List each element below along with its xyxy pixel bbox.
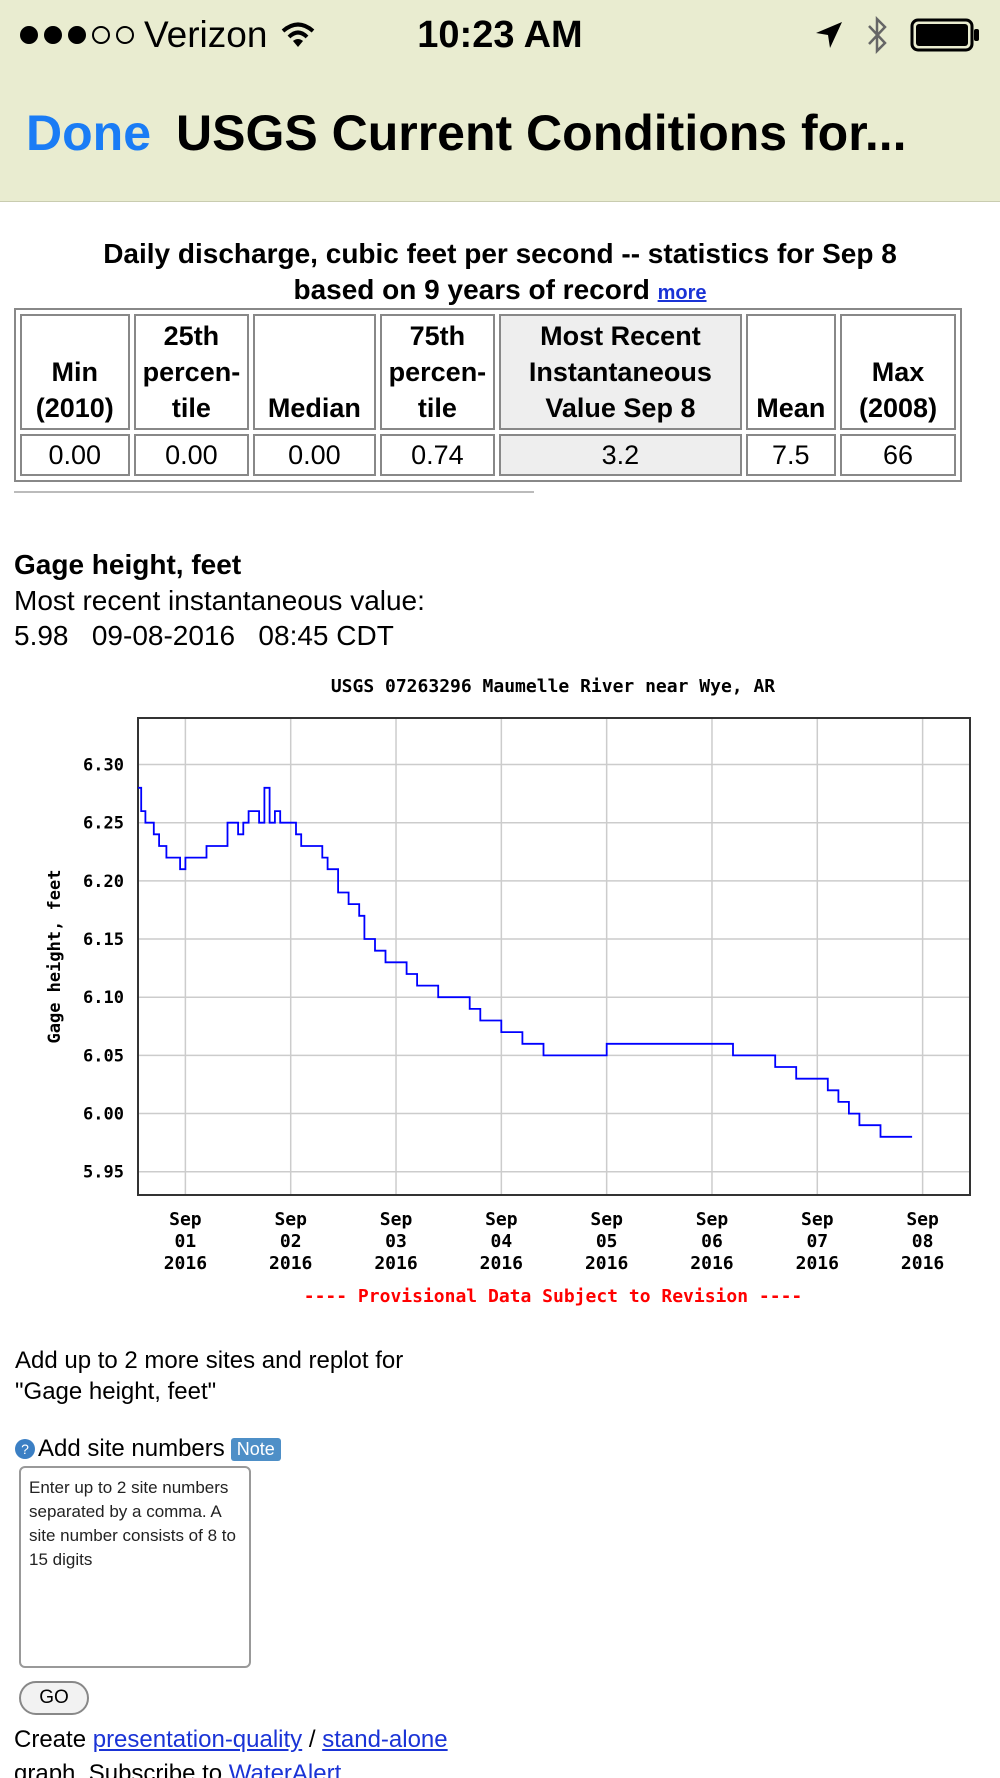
status-bar-left: Verizon <box>20 10 315 60</box>
value-mean: 7.5 <box>745 434 837 476</box>
gage-date: 09-08-2016 <box>91 620 236 651</box>
go-button[interactable]: GO <box>19 1681 89 1715</box>
table-row: 0.00 0.00 0.00 0.74 3.2 7.5 66 <box>20 434 956 476</box>
x-tick-label: Sep <box>485 1209 518 1230</box>
presentation-quality-link[interactable]: presentation-quality <box>92 1726 303 1753</box>
subscribe-text: graph. Subscribe to <box>14 1760 223 1778</box>
help-icon[interactable]: ? <box>15 1439 35 1459</box>
value-most-recent: 3.2 <box>499 434 742 476</box>
add-sites-label: Add site numbers <box>38 1435 225 1462</box>
done-button[interactable]: Done <box>26 105 151 161</box>
x-tick-label: Sep <box>380 1209 413 1230</box>
stats-heading-line2: based on 9 years of record <box>293 274 650 305</box>
header-min: Min (2010) <box>20 314 130 430</box>
status-bar-right <box>814 10 980 60</box>
replot-line1: Add up to 2 more sites and replot for <box>15 1347 404 1374</box>
create-graph-line: Create presentation-quality / stand-alon… <box>14 1726 448 1754</box>
chart-provisional-note: ---- Provisional Data Subject to Revisio… <box>304 1286 803 1307</box>
gage-time: 08:45 CDT <box>258 620 394 651</box>
header-75th-percentile: 75th percen-tile <box>379 314 496 430</box>
more-link[interactable]: more <box>657 282 707 304</box>
x-tick-label: 2016 <box>374 1253 417 1274</box>
x-tick-label: 04 <box>490 1231 512 1252</box>
x-tick-label: Sep <box>696 1209 729 1230</box>
y-axis-label: Gage height, feet <box>45 870 65 1044</box>
signal-strength-icon <box>20 26 134 44</box>
bluetooth-icon <box>868 16 887 54</box>
x-tick-label: 02 <box>280 1231 302 1252</box>
create-label: Create <box>14 1726 87 1753</box>
x-tick-label: 2016 <box>480 1253 523 1274</box>
x-tick-label: Sep <box>801 1209 834 1230</box>
x-tick-label: 2016 <box>796 1253 839 1274</box>
x-tick-label: 2016 <box>585 1253 628 1274</box>
statistics-table: Min (2010) 25th percen-tile Median 75th per… <box>14 308 962 482</box>
x-tick-label: 07 <box>806 1231 828 1252</box>
value-75th-percentile: 0.74 <box>379 434 496 476</box>
wifi-icon <box>282 22 315 47</box>
x-tick-label: 2016 <box>901 1253 944 1274</box>
x-tick-label: Sep <box>169 1209 202 1230</box>
carrier-name: Verizon <box>144 14 268 55</box>
gage-height-chart: USGS 07263296 Maumelle River near Wye, A… <box>45 676 971 1307</box>
navigation-bar: Verizon 10:23 AM Done USGS Current Condi… <box>0 0 1000 202</box>
value-median: 0.00 <box>253 434 376 476</box>
status-time: 10:23 AM <box>417 13 583 56</box>
gage-subtitle: Most recent instantaneous value: <box>14 585 425 616</box>
x-tick-label: 01 <box>175 1231 197 1252</box>
stand-alone-link[interactable]: stand-alone <box>322 1726 448 1753</box>
header-most-recent: Most Recent Instantaneous Value Sep 8 <box>499 314 742 430</box>
gage-latest-reading: 5.98 09-08-2016 08:45 CDT <box>14 620 394 652</box>
chart-title: USGS 07263296 Maumelle River near Wye, A… <box>331 676 775 697</box>
wateralert-link[interactable]: WaterAlert <box>228 1760 342 1778</box>
x-tick-label: Sep <box>274 1209 307 1230</box>
x-tick-label: Sep <box>590 1209 623 1230</box>
x-tick-label: 2016 <box>164 1253 207 1274</box>
stats-heading-line1: Daily discharge, cubic feet per second -… <box>103 238 897 269</box>
value-max: 66 <box>840 434 956 476</box>
site-numbers-input[interactable] <box>19 1466 251 1668</box>
x-tick-label: 08 <box>912 1231 934 1252</box>
table-header-row: Min (2010) 25th percen-tile Median 75th per… <box>20 314 956 430</box>
subscribe-line: graph. Subscribe to WaterAlert <box>14 1760 341 1778</box>
x-tick-label: Sep <box>906 1209 939 1230</box>
x-tick-label: 05 <box>596 1231 618 1252</box>
gage-title: Gage height, feet <box>14 549 242 580</box>
battery-icon <box>910 18 979 52</box>
y-tick-label: 6.00 <box>83 1105 124 1125</box>
x-tick-label: 03 <box>385 1231 407 1252</box>
y-tick-label: 6.20 <box>83 872 124 892</box>
x-tick-label: 2016 <box>269 1253 312 1274</box>
stats-heading: Daily discharge, cubic feet per second -… <box>0 236 1000 311</box>
header-max: Max (2008) <box>840 314 956 430</box>
divider <box>14 491 534 493</box>
plot-frame <box>137 717 971 1196</box>
x-tick-label: 2016 <box>690 1253 733 1274</box>
x-tick-label: 06 <box>701 1231 723 1252</box>
y-tick-label: 6.15 <box>83 930 124 950</box>
y-tick-label: 6.30 <box>83 756 124 776</box>
data-series-line <box>138 786 913 1138</box>
header-mean: Mean <box>745 314 837 430</box>
value-min: 0.00 <box>20 434 130 476</box>
location-arrow-icon <box>816 22 842 48</box>
replot-line2: "Gage height, feet" <box>15 1378 217 1405</box>
value-25th-percentile: 0.00 <box>133 434 250 476</box>
link-separator: / <box>308 1726 316 1753</box>
y-tick-label: 6.25 <box>83 814 124 834</box>
replot-instructions: Add up to 2 more sites and replot for "G… <box>15 1345 515 1407</box>
note-button[interactable]: Note <box>230 1437 281 1461</box>
y-tick-label: 6.05 <box>83 1046 124 1066</box>
add-sites-row: ? Add site numbers Note <box>15 1435 281 1463</box>
header-median: Median <box>253 314 376 430</box>
y-tick-label: 6.10 <box>83 988 124 1008</box>
gage-value: 5.98 <box>14 620 69 651</box>
header-25th-percentile: 25th percen-tile <box>133 314 250 430</box>
page-title: USGS Current Conditions for... <box>176 105 907 161</box>
y-tick-label: 5.95 <box>83 1163 124 1183</box>
